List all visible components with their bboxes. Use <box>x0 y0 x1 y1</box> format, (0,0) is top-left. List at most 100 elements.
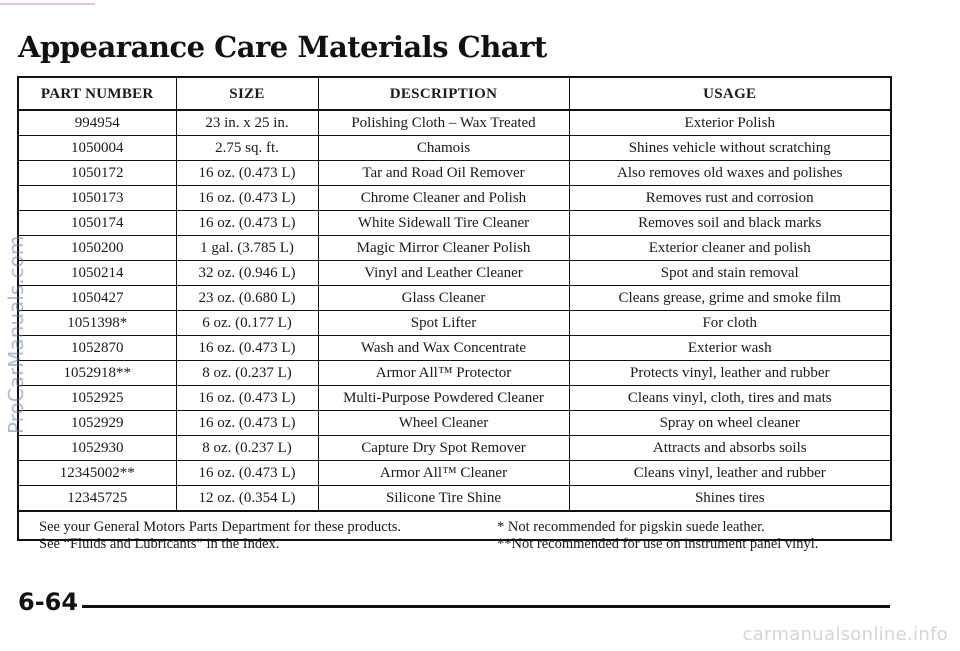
table-row: 1052925 16 oz. (0.473 L) Multi-Purpose Pow… <box>19 385 890 411</box>
table-row: 1050173 16 oz. (0.473 L) Chrome Cleaner an… <box>19 185 890 211</box>
table-row: 1050172 16 oz. (0.473 L) Tar and Road Oil … <box>19 160 890 186</box>
footer-watermark: carmanualsonline.info <box>742 624 948 645</box>
cell-description: Polishing Cloth – Wax Treated <box>317 109 570 136</box>
cell-size: 8 oz. (0.237 L) <box>175 435 319 461</box>
cell-part-number: 1052930 <box>19 435 177 461</box>
page-title: Appearance Care Materials Chart <box>18 30 547 64</box>
cell-size: 32 oz. (0.946 L) <box>175 260 319 286</box>
footnote-left: See your General Motors Parts Department… <box>39 519 401 553</box>
table-row: 1050200 1 gal. (3.785 L) Magic Mirror Clea… <box>19 235 890 261</box>
cell-size: 16 oz. (0.473 L) <box>175 410 319 436</box>
table-row: 1050427 23 oz. (0.680 L) Glass Cleaner Clea… <box>19 285 890 311</box>
table-row: 994954 23 in. x 25 in. Polishing Cloth – W… <box>19 109 890 136</box>
header-usage: USAGE <box>568 78 890 111</box>
cell-description: Chamois <box>317 135 570 161</box>
table-row: 1052870 16 oz. (0.473 L) Wash and Wax Conc… <box>19 335 890 361</box>
cell-usage: Also removes old waxes and polishes <box>568 160 890 186</box>
table-row: 1050214 32 oz. (0.946 L) Vinyl and Leather… <box>19 260 890 286</box>
cell-usage: Protects vinyl, leather and rubber <box>568 360 890 386</box>
cell-description: Wash and Wax Concentrate <box>317 335 570 361</box>
cell-size: 2.75 sq. ft. <box>175 135 319 161</box>
cell-description: Vinyl and Leather Cleaner <box>317 260 570 286</box>
footnote-double-asterisk: **Not recommended for use on instrument … <box>497 536 819 552</box>
cell-description: Silicone Tire Shine <box>317 485 570 512</box>
cell-usage: Cleans vinyl, cloth, tires and mats <box>568 385 890 411</box>
cell-size: 16 oz. (0.473 L) <box>175 210 319 236</box>
cell-description: Spot Lifter <box>317 310 570 336</box>
cell-usage: Removes soil and black marks <box>568 210 890 236</box>
cell-size: 6 oz. (0.177 L) <box>175 310 319 336</box>
cell-part-number: 1050004 <box>19 135 177 161</box>
footnotes: See your General Motors Parts Department… <box>19 512 890 569</box>
header-size: SIZE <box>175 78 319 111</box>
care-materials-table: PART NUMBER SIZE DESCRIPTION USAGE 99495… <box>19 78 890 512</box>
side-watermark: ProCarManuals.com <box>4 235 28 435</box>
footnote-fluids-lubricants: See “Fluids and Lubricants” in the Index… <box>39 536 280 552</box>
cell-part-number: 12345002** <box>19 460 177 486</box>
cell-part-number: 1052925 <box>19 385 177 411</box>
cell-size: 1 gal. (3.785 L) <box>175 235 319 261</box>
page-number: 6-64 <box>18 588 79 616</box>
cell-description: Armor All™ Protector <box>317 360 570 386</box>
cell-part-number: 1050173 <box>19 185 177 211</box>
table-row: 1050174 16 oz. (0.473 L) White Sidewall Ti… <box>19 210 890 236</box>
cell-size: 8 oz. (0.237 L) <box>175 360 319 386</box>
table-row: 1050004 2.75 sq. ft. Chamois Shines vehicle… <box>19 135 890 161</box>
cell-usage: Cleans grease, grime and smoke film <box>568 285 890 311</box>
cell-description: Chrome Cleaner and Polish <box>317 185 570 211</box>
cell-usage: Attracts and absorbs soils <box>568 435 890 461</box>
cell-usage: Spot and stain removal <box>568 260 890 286</box>
top-accent-rule <box>0 3 95 5</box>
cell-description: Glass Cleaner <box>317 285 570 311</box>
cell-size: 23 in. x 25 in. <box>175 109 319 136</box>
table-row: 1052918** 8 oz. (0.237 L) Armor All™ Prote… <box>19 360 890 386</box>
page-footer-rule <box>82 605 890 608</box>
table-row: 1052929 16 oz. (0.473 L) Wheel Cleaner Spra… <box>19 410 890 436</box>
cell-usage: Exterior wash <box>568 335 890 361</box>
cell-size: 16 oz. (0.473 L) <box>175 385 319 411</box>
footnote-parts-department: See your General Motors Parts Department… <box>39 519 401 535</box>
cell-usage: Exterior cleaner and polish <box>568 235 890 261</box>
cell-description: Magic Mirror Cleaner Polish <box>317 235 570 261</box>
cell-size: 23 oz. (0.680 L) <box>175 285 319 311</box>
cell-usage: Removes rust and corrosion <box>568 185 890 211</box>
care-materials-chart: PART NUMBER SIZE DESCRIPTION USAGE 99495… <box>17 76 892 552</box>
cell-part-number: 994954 <box>19 109 177 136</box>
cell-part-number: 1050200 <box>19 235 177 261</box>
cell-description: Capture Dry Spot Remover <box>317 435 570 461</box>
cell-description: Multi-Purpose Powdered Cleaner <box>317 385 570 411</box>
cell-part-number: 1050172 <box>19 160 177 186</box>
cell-usage: For cloth <box>568 310 890 336</box>
header-part-number: PART NUMBER <box>19 78 177 111</box>
table-row: 1052930 8 oz. (0.237 L) Capture Dry Spot R… <box>19 435 890 461</box>
cell-part-number: 1050427 <box>19 285 177 311</box>
cell-part-number: 1050174 <box>19 210 177 236</box>
table-row: 1051398* 6 oz. (0.177 L) Spot Lifter For cl… <box>19 310 890 336</box>
cell-usage: Cleans vinyl, leather and rubber <box>568 460 890 486</box>
table-body: 994954 23 in. x 25 in. Polishing Cloth – W… <box>19 109 890 512</box>
cell-description: White Sidewall Tire Cleaner <box>317 210 570 236</box>
cell-size: 16 oz. (0.473 L) <box>175 185 319 211</box>
footnote-right: * Not recommended for pigskin suede leat… <box>497 519 818 553</box>
cell-part-number: 1052929 <box>19 410 177 436</box>
cell-size: 16 oz. (0.473 L) <box>175 160 319 186</box>
cell-usage: Spray on wheel cleaner <box>568 410 890 436</box>
header-description: DESCRIPTION <box>317 78 570 111</box>
table-row: 12345725 12 oz. (0.354 L) Silicone Tire Sh… <box>19 485 890 512</box>
cell-size: 16 oz. (0.473 L) <box>175 460 319 486</box>
table-row: 12345002** 16 oz. (0.473 L) Armor All™ Cle… <box>19 460 890 486</box>
cell-size: 16 oz. (0.473 L) <box>175 335 319 361</box>
cell-part-number: 1051398* <box>19 310 177 336</box>
cell-description: Tar and Road Oil Remover <box>317 160 570 186</box>
table-header-row: PART NUMBER SIZE DESCRIPTION USAGE <box>19 78 890 111</box>
cell-part-number: 1052918** <box>19 360 177 386</box>
cell-part-number: 12345725 <box>19 485 177 512</box>
cell-size: 12 oz. (0.354 L) <box>175 485 319 512</box>
cell-description: Armor All™ Cleaner <box>317 460 570 486</box>
cell-usage: Exterior Polish <box>568 109 890 136</box>
cell-usage: Shines vehicle without scratching <box>568 135 890 161</box>
footnote-single-asterisk: * Not recommended for pigskin suede leat… <box>497 519 765 535</box>
cell-part-number: 1050214 <box>19 260 177 286</box>
cell-usage: Shines tires <box>568 485 890 512</box>
cell-description: Wheel Cleaner <box>317 410 570 436</box>
